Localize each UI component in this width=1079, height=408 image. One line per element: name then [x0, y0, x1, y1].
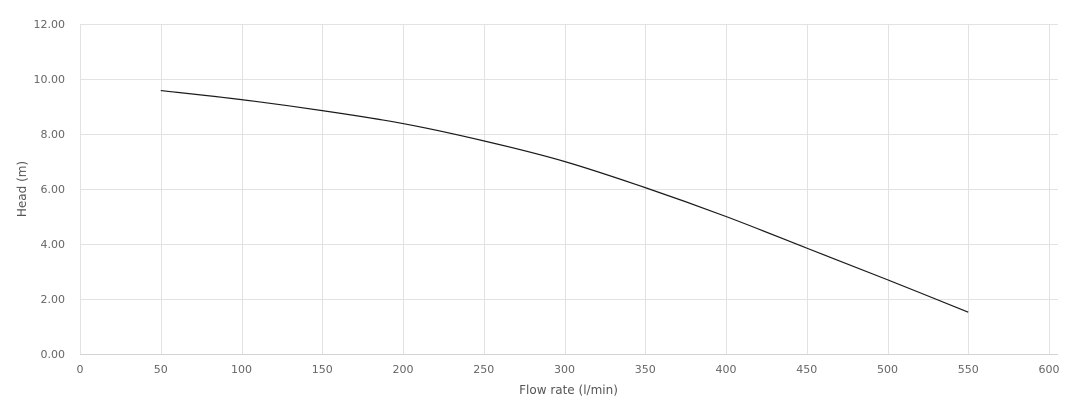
x-tick-label: 550 [958, 363, 979, 376]
x-tick-label: 250 [473, 363, 494, 376]
x-tick-label: 100 [231, 363, 252, 376]
x-tick-label: 400 [716, 363, 737, 376]
x-tick-label: 0 [77, 363, 84, 376]
x-tick-label: 500 [877, 363, 898, 376]
head-curve-line [160, 89, 969, 313]
x-tick-label: 300 [554, 363, 575, 376]
y-tick-label: 2.00 [41, 293, 66, 306]
y-tick-label: 10.00 [34, 73, 66, 86]
y-tick-label: 12.00 [34, 18, 66, 31]
x-tick-label: 350 [635, 363, 656, 376]
y-tick-label: 6.00 [41, 183, 66, 196]
x-tick-label: 200 [393, 363, 414, 376]
x-axis-title: Flow rate (l/min) [519, 383, 618, 397]
x-tick-label: 450 [796, 363, 817, 376]
y-tick-label: 8.00 [41, 128, 66, 141]
y-tick-label: 4.00 [41, 238, 66, 251]
label-layer: 0.00 2.00 4.00 6.00 8.00 10.00 12.00 0 50 100 150 2… [34, 18, 1060, 376]
x-tick-label: 600 [1039, 363, 1060, 376]
series-layer [160, 89, 969, 313]
x-tick-label: 150 [312, 363, 333, 376]
x-tick-label: 50 [154, 363, 168, 376]
y-tick-label: 0.00 [41, 348, 66, 361]
grid-layer [80, 24, 1058, 354]
y-axis-title: Head (m) [15, 161, 29, 217]
